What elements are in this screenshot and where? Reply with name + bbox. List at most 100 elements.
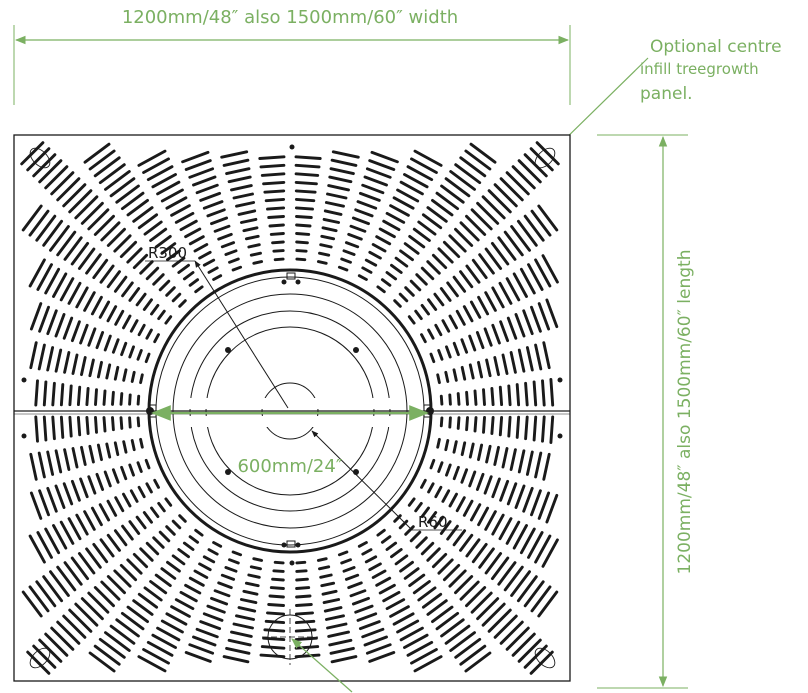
slot — [220, 241, 236, 249]
slot — [160, 242, 177, 255]
slot — [165, 286, 176, 297]
slot — [436, 373, 441, 385]
slot — [120, 465, 128, 481]
slot — [465, 586, 487, 608]
slot — [231, 265, 243, 272]
slot — [491, 513, 505, 536]
slot — [59, 383, 65, 407]
slot — [137, 485, 146, 499]
slot — [165, 525, 176, 536]
slot — [433, 292, 445, 307]
slot — [232, 192, 254, 200]
slot — [164, 497, 173, 507]
slot — [319, 243, 333, 249]
slot — [448, 569, 467, 588]
slot — [351, 216, 370, 226]
fixing-dot — [225, 347, 231, 353]
slot — [542, 452, 551, 481]
slot — [44, 527, 61, 555]
slot — [437, 461, 444, 473]
fixing-dot — [21, 377, 27, 383]
corner-slot-tl — [29, 147, 51, 169]
slot — [464, 651, 492, 673]
slot — [484, 552, 503, 575]
slot — [79, 323, 89, 345]
slot — [26, 147, 51, 172]
slot — [28, 209, 50, 237]
slot — [380, 535, 392, 544]
slot — [228, 257, 240, 264]
slot — [344, 573, 360, 581]
slot — [94, 388, 98, 406]
slot — [433, 515, 445, 530]
slot — [361, 183, 385, 195]
slot — [130, 370, 136, 383]
corner-slot-bl — [29, 647, 51, 669]
slot — [417, 586, 437, 602]
slot — [294, 645, 320, 650]
slot — [126, 558, 143, 575]
slot — [439, 287, 452, 302]
slot — [477, 506, 490, 527]
slot — [85, 387, 90, 407]
slot — [242, 226, 259, 233]
slot — [410, 157, 438, 174]
slot — [446, 524, 459, 541]
slot — [516, 219, 538, 247]
slot — [156, 626, 181, 642]
slot — [54, 313, 66, 338]
ring-gap — [176, 398, 272, 409]
slot — [429, 458, 436, 470]
slot — [188, 167, 215, 179]
slot — [87, 475, 97, 495]
slot — [106, 227, 126, 247]
slot — [490, 387, 495, 407]
slot — [505, 277, 521, 302]
slot — [44, 165, 69, 190]
slot — [506, 316, 518, 340]
slot — [98, 300, 111, 319]
slot — [410, 648, 438, 665]
slot — [99, 264, 115, 284]
slot — [485, 444, 492, 464]
slot — [393, 299, 402, 308]
slot — [490, 241, 510, 266]
slot — [139, 260, 154, 275]
diameter-dimension: 600mm/24″ — [151, 405, 429, 477]
width-label: 1200mm/48″ also 1500mm/60″ width — [122, 7, 458, 28]
slot — [105, 442, 112, 459]
slot — [506, 482, 518, 506]
slot — [126, 605, 149, 624]
slot — [34, 415, 39, 443]
slot — [170, 605, 191, 618]
slot — [136, 394, 141, 406]
slot — [524, 415, 529, 441]
slot — [232, 622, 254, 630]
slot — [235, 614, 256, 621]
slot — [62, 183, 87, 208]
slot — [347, 581, 363, 590]
slot — [145, 328, 153, 340]
callout-line-2: infill treegrowth — [640, 60, 759, 78]
slot — [35, 580, 57, 608]
slot — [465, 538, 481, 558]
slot — [51, 415, 56, 441]
slot — [452, 341, 460, 357]
access-hole — [262, 609, 353, 693]
slot — [393, 514, 402, 523]
slot — [145, 541, 160, 556]
slot — [509, 448, 517, 471]
slot — [113, 569, 132, 588]
slot — [445, 463, 452, 477]
slot — [382, 219, 401, 232]
slot — [549, 378, 555, 407]
slot — [247, 573, 261, 579]
slot — [398, 519, 409, 530]
slot — [121, 524, 134, 541]
slot — [324, 614, 345, 621]
slot — [493, 614, 518, 639]
slot — [525, 450, 534, 476]
slot — [498, 281, 513, 305]
slot — [158, 279, 171, 292]
slot — [444, 177, 471, 198]
